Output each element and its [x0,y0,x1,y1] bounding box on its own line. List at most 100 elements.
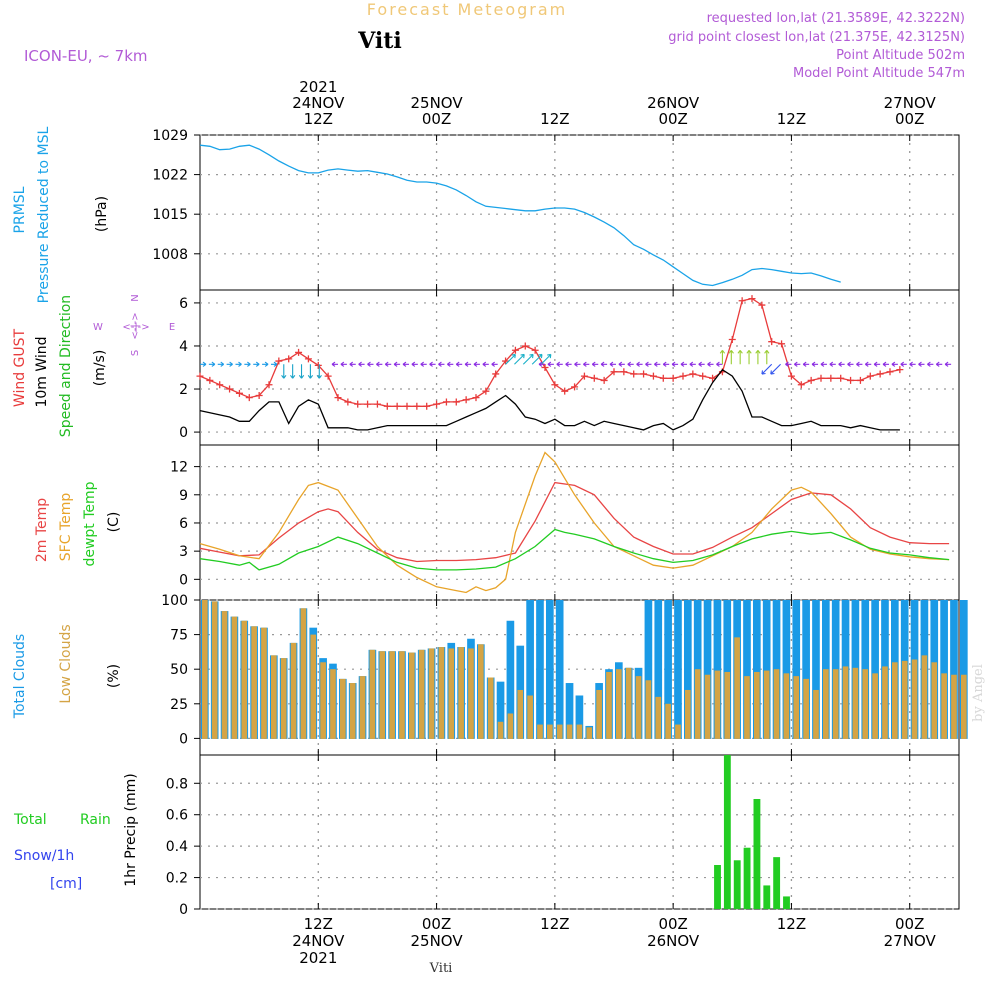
wind-direction-arrow [393,361,401,367]
low-clouds-bar [773,669,780,739]
wind-direction-arrow [331,361,338,367]
bottom-time-label: 12Z [540,915,569,933]
wind-gust-point [659,374,667,382]
wind-direction-arrow [482,361,489,367]
rain-bar [753,799,761,909]
wind-gust-point [423,402,431,410]
low-clouds-bar [497,721,504,739]
total-clouds-bar [743,600,751,739]
low-clouds-bar [507,713,514,739]
wind-gust-point [787,372,795,380]
low-clouds-bar [547,724,553,739]
low-clouds-bar [409,652,415,739]
y-tick-label: 0 [179,572,188,588]
wind-direction-arrow [882,361,890,367]
rain-bar [723,755,731,909]
compass-south: S [130,350,141,356]
wind-gust-point [571,383,579,391]
bottom-time-label: 26NOV [647,932,700,950]
total-clouds-bar [506,620,515,739]
total-clouds-bar [674,600,682,739]
wind-gust-point [452,398,460,406]
total-clouds-bar [713,600,722,739]
wind-gust-point [541,364,549,371]
wind-direction-arrow [802,361,810,367]
wind-direction-arrow [764,349,770,365]
wind-direction-arrow [531,353,543,365]
top-time-label: 00Z [895,110,924,128]
wind-gust-label: Wind GUST [12,328,28,407]
wind-gust-point [847,376,855,384]
wind-gust-point [383,402,391,410]
wind-direction-arrow [689,361,696,367]
wind-direction-arrow [376,361,383,367]
wind-direction-arrow [583,361,590,367]
total-clouds-bar [644,600,653,739]
wind-direction-arrow [891,361,898,367]
wind-direction-arrow [298,364,305,379]
low-clouds-bar [280,658,287,739]
dewpt-temp-line [199,528,950,571]
wind-direction-arrow [785,361,792,367]
wind-direction-arrow [654,361,661,367]
y-tick-label: 0 [179,902,188,918]
prmsl-label: PRMSL [12,186,28,233]
wind-direction-arrow [746,349,752,365]
wind-panel-frame [199,289,960,446]
compass-axis: <-|-> [130,312,141,339]
bottom-time-label: 00Z [658,915,687,933]
low-clouds-bar [566,724,573,739]
wind-direction-arrow [547,361,554,367]
low-clouds-bar [862,669,869,739]
wind-direction-arrow [574,361,581,367]
wind-direction-arrow [856,361,863,367]
wind-direction-arrow [847,361,854,367]
wind-direction-arrow [556,361,563,367]
wind-gust-point [896,366,904,374]
rain-bar [714,865,721,909]
total-clouds-bar [575,695,584,739]
wind-gust-point [590,374,598,382]
low-clouds-bar [330,669,336,739]
temp-sfc-label: SFC Temp [58,493,74,562]
pressure-msl-label: Pressure Reduced to MSL [36,126,52,303]
wind-direction-arrow [208,361,216,367]
clouds-unit-label: (%) [106,664,122,688]
wind-gust-point [354,400,362,408]
total-clouds-bar [871,600,879,739]
low-clouds-bar [340,678,346,739]
wind-gust-point [689,370,697,378]
low-clouds-bar [537,724,543,739]
total-clouds-label: Total Clouds [12,634,28,719]
low-clouds-bar [921,655,928,739]
wind-direction-arrow [522,353,534,365]
wind-direction-arrow [737,349,743,365]
total-clouds-bar [940,600,948,739]
low-clouds-label: Low Clouds [58,624,74,703]
rain-bar [743,847,751,910]
wind-gust-point [403,402,411,410]
y-tick-label: 4 [179,339,188,355]
wind-direction-arrow [873,361,881,367]
low-clouds-bar [586,727,593,739]
low-clouds-bar [961,674,967,739]
wind-gust-point [373,400,381,408]
low-clouds-bar [941,673,947,739]
total-clouds-bar [684,600,692,739]
wind-direction-arrow [900,361,907,367]
wind-direction-arrow [755,349,761,365]
low-clouds-bar [882,666,888,739]
top-time-label: 2021 [299,78,337,96]
wind-direction-arrow [838,361,845,367]
bottom-time-label: 00Z [422,915,451,933]
wind-gust-point [314,361,322,369]
wind-gust-point [521,342,529,350]
wind-gust-point [837,374,845,382]
low-clouds-bar [369,649,376,739]
wind-direction-arrow [680,361,687,367]
compass-west: W [93,322,103,333]
total-clouds-bar [654,600,663,739]
wind-gust-point [295,348,303,356]
wind-gust-point [433,400,441,408]
pressure-panel-frame [199,134,960,291]
